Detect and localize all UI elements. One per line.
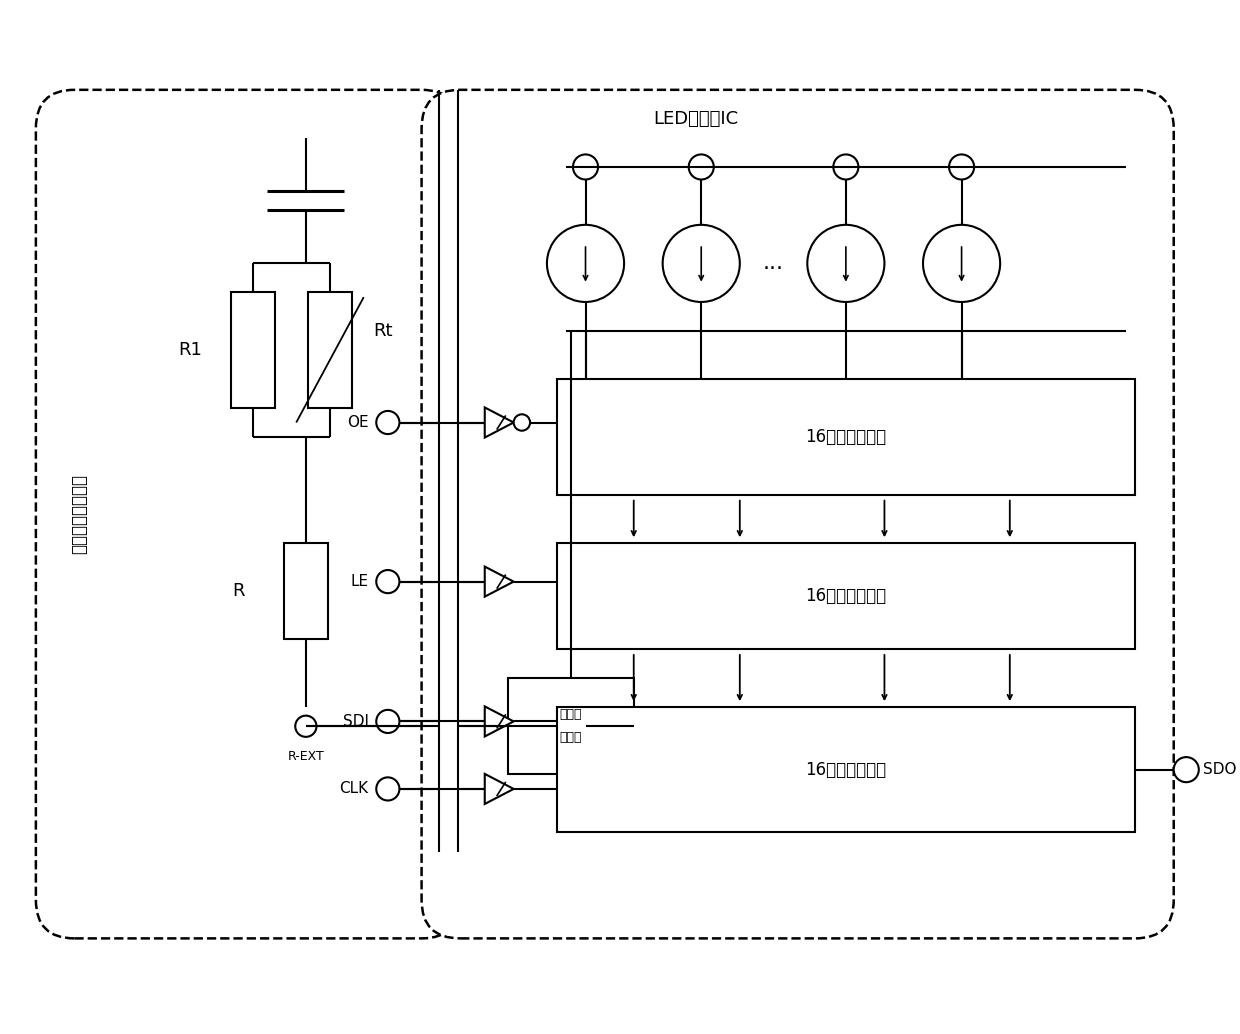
Text: OE: OE: [347, 415, 368, 430]
Circle shape: [949, 154, 975, 180]
Text: 温度补偿控制电路: 温度补偿控制电路: [71, 475, 88, 554]
Circle shape: [573, 154, 598, 180]
Bar: [309, 293, 352, 408]
Text: 16位输出锁存器: 16位输出锁存器: [805, 587, 887, 605]
Bar: [557, 379, 1135, 495]
Text: CLK: CLK: [340, 782, 368, 796]
Text: R1: R1: [179, 341, 202, 359]
Text: SDI: SDI: [342, 713, 368, 729]
FancyBboxPatch shape: [36, 90, 460, 939]
Text: LED驱动器IC: LED驱动器IC: [653, 110, 738, 128]
Circle shape: [662, 224, 740, 302]
Bar: [284, 543, 327, 639]
Circle shape: [513, 415, 529, 431]
Text: 输出电: 输出电: [559, 708, 583, 721]
Polygon shape: [485, 706, 513, 736]
Bar: [231, 293, 274, 408]
Bar: [508, 678, 634, 774]
Text: 16位移位寄存器: 16位移位寄存器: [805, 761, 887, 779]
Text: 16位输出驱动器: 16位输出驱动器: [805, 428, 887, 446]
Text: Rt: Rt: [373, 322, 393, 340]
Circle shape: [376, 778, 399, 800]
Text: 流调节: 流调节: [559, 731, 583, 744]
Polygon shape: [485, 773, 513, 804]
Circle shape: [376, 570, 399, 594]
Polygon shape: [485, 567, 513, 597]
Circle shape: [923, 224, 1001, 302]
Bar: [557, 543, 1135, 649]
Circle shape: [376, 710, 399, 733]
Circle shape: [376, 410, 399, 434]
Bar: [557, 707, 1135, 832]
Circle shape: [807, 224, 884, 302]
Text: LE: LE: [351, 574, 368, 589]
Circle shape: [1174, 757, 1199, 782]
Text: ...: ...: [763, 253, 784, 273]
Circle shape: [547, 224, 624, 302]
Polygon shape: [485, 407, 513, 437]
Circle shape: [688, 154, 714, 180]
Text: R-EXT: R-EXT: [288, 751, 324, 763]
Circle shape: [295, 716, 316, 737]
Text: R: R: [232, 582, 244, 601]
Circle shape: [833, 154, 858, 180]
Text: SDO: SDO: [1203, 762, 1236, 778]
FancyBboxPatch shape: [422, 90, 1174, 939]
